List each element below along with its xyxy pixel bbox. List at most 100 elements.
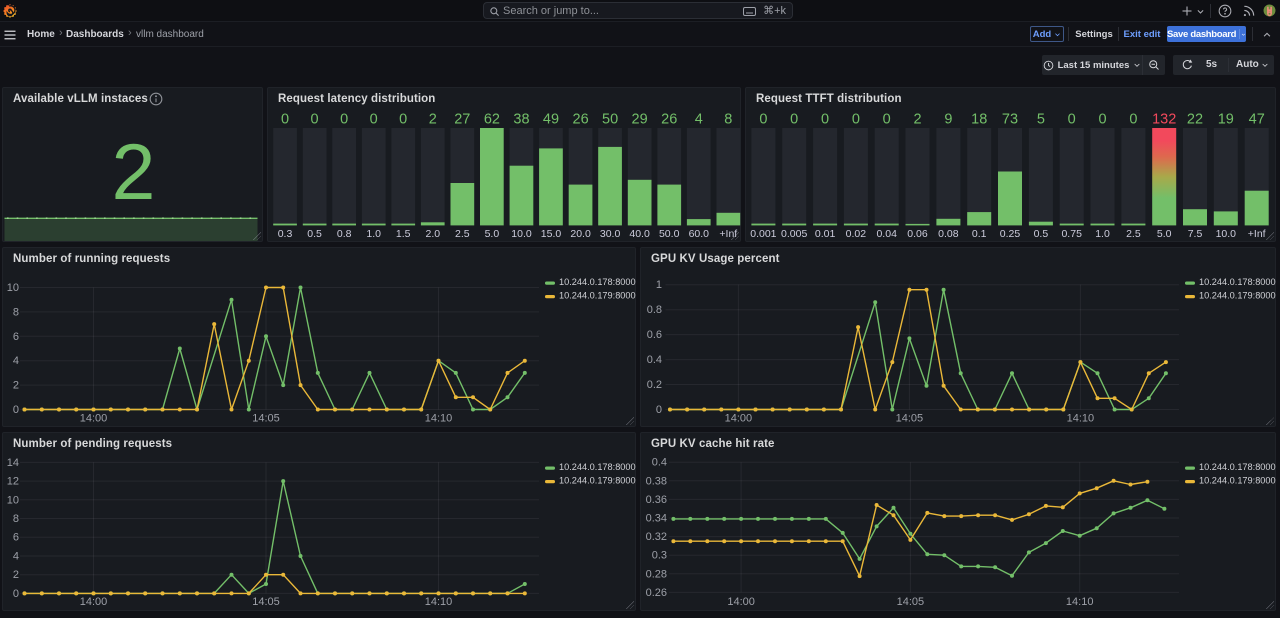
svg-text:26: 26 [661,112,677,128]
svg-text:10.244.0.178:8000: 10.244.0.178:8000 [1199,277,1276,287]
svg-text:14:05: 14:05 [252,596,280,608]
svg-text:0: 0 [370,112,378,128]
svg-text:0.8: 0.8 [337,228,352,240]
svg-text:10.244.0.179:8000: 10.244.0.179:8000 [559,290,636,300]
svg-text:10.244.0.178:8000: 10.244.0.178:8000 [559,462,636,472]
svg-text:73: 73 [1002,112,1018,128]
svg-text:0.6: 0.6 [647,329,662,341]
svg-text:0.06: 0.06 [907,228,928,240]
svg-text:10.244.0.178:8000: 10.244.0.178:8000 [559,277,636,287]
svg-text:47: 47 [1249,112,1265,128]
svg-text:0.28: 0.28 [646,568,667,580]
svg-text:12: 12 [7,476,19,488]
svg-text:0.25: 0.25 [1000,228,1021,240]
svg-text:0.1: 0.1 [972,228,987,240]
svg-text:7.5: 7.5 [1188,228,1203,240]
svg-text:1.0: 1.0 [366,228,381,240]
svg-text:0.26: 0.26 [646,587,667,599]
svg-text:0.3: 0.3 [278,228,293,240]
svg-text:5.0: 5.0 [485,228,500,240]
svg-text:0: 0 [1098,112,1106,128]
svg-text:0: 0 [13,404,19,416]
svg-text:15.0: 15.0 [541,228,562,240]
svg-text:50.0: 50.0 [659,228,680,240]
svg-text:10.0: 10.0 [1216,228,1237,240]
svg-text:0: 0 [399,112,407,128]
svg-text:14:10: 14:10 [425,596,453,608]
svg-text:49: 49 [543,112,559,128]
svg-text:0.04: 0.04 [876,228,897,240]
svg-text:0.02: 0.02 [846,228,867,240]
svg-text:62: 62 [484,112,500,128]
svg-text:10.0: 10.0 [511,228,532,240]
svg-text:10.244.0.179:8000: 10.244.0.179:8000 [1199,475,1276,485]
svg-text:20.0: 20.0 [570,228,591,240]
svg-text:8: 8 [13,306,19,318]
svg-text:8: 8 [13,513,19,525]
svg-text:0.38: 0.38 [646,475,667,487]
svg-text:0.32: 0.32 [646,531,667,543]
svg-text:0.001: 0.001 [750,228,776,240]
svg-text:4: 4 [13,551,19,563]
svg-text:1.5: 1.5 [396,228,411,240]
svg-text:0: 0 [340,112,348,128]
svg-text:0.08: 0.08 [938,228,959,240]
svg-text:0.4: 0.4 [652,457,667,469]
svg-text:0: 0 [821,112,829,128]
svg-text:50: 50 [602,112,618,128]
svg-text:6: 6 [13,331,19,343]
svg-text:1.0: 1.0 [1095,228,1110,240]
svg-text:0: 0 [281,112,289,128]
svg-text:2: 2 [429,112,437,128]
svg-text:4: 4 [695,112,703,128]
svg-text:+Inf: +Inf [1248,228,1266,240]
svg-text:0.36: 0.36 [646,494,667,506]
svg-text:4: 4 [13,355,19,367]
svg-text:0.2: 0.2 [647,379,662,391]
svg-text:19: 19 [1218,112,1234,128]
svg-text:0: 0 [759,112,767,128]
svg-text:132: 132 [1152,112,1176,128]
svg-text:0: 0 [852,112,860,128]
svg-text:5: 5 [1037,112,1045,128]
svg-text:14:05: 14:05 [897,596,925,608]
svg-text:0: 0 [883,112,891,128]
svg-text:14:10: 14:10 [1067,413,1095,425]
svg-text:0: 0 [1068,112,1076,128]
svg-text:60.0: 60.0 [689,228,710,240]
svg-text:10.244.0.178:8000: 10.244.0.178:8000 [1199,462,1276,472]
svg-text:0: 0 [1129,112,1137,128]
svg-text:+Inf: +Inf [719,228,737,240]
svg-text:2: 2 [13,569,19,581]
svg-text:0: 0 [311,112,319,128]
svg-text:14:00: 14:00 [727,596,755,608]
svg-text:40.0: 40.0 [629,228,650,240]
svg-text:10.244.0.179:8000: 10.244.0.179:8000 [559,475,636,485]
svg-text:27: 27 [454,112,470,128]
svg-text:1: 1 [656,279,662,291]
svg-text:14:00: 14:00 [725,413,753,425]
svg-text:8: 8 [724,112,732,128]
svg-text:14:00: 14:00 [80,596,108,608]
svg-text:0.01: 0.01 [815,228,836,240]
svg-text:0: 0 [790,112,798,128]
svg-text:2.0: 2.0 [425,228,440,240]
svg-text:0.8: 0.8 [647,304,662,316]
svg-text:22: 22 [1187,112,1203,128]
svg-text:29: 29 [632,112,648,128]
svg-text:2.5: 2.5 [455,228,470,240]
svg-text:0: 0 [13,588,19,600]
svg-text:0.005: 0.005 [781,228,807,240]
svg-text:0.34: 0.34 [646,513,667,525]
svg-text:0.3: 0.3 [652,550,667,562]
svg-text:0.5: 0.5 [307,228,322,240]
svg-text:0.5: 0.5 [1034,228,1049,240]
svg-text:0.75: 0.75 [1061,228,1082,240]
svg-text:2: 2 [913,112,921,128]
svg-text:0: 0 [656,404,662,416]
svg-text:10: 10 [7,494,19,506]
svg-text:38: 38 [513,112,529,128]
svg-text:10: 10 [7,282,19,294]
svg-text:0.4: 0.4 [647,354,662,366]
svg-text:2: 2 [13,380,19,392]
